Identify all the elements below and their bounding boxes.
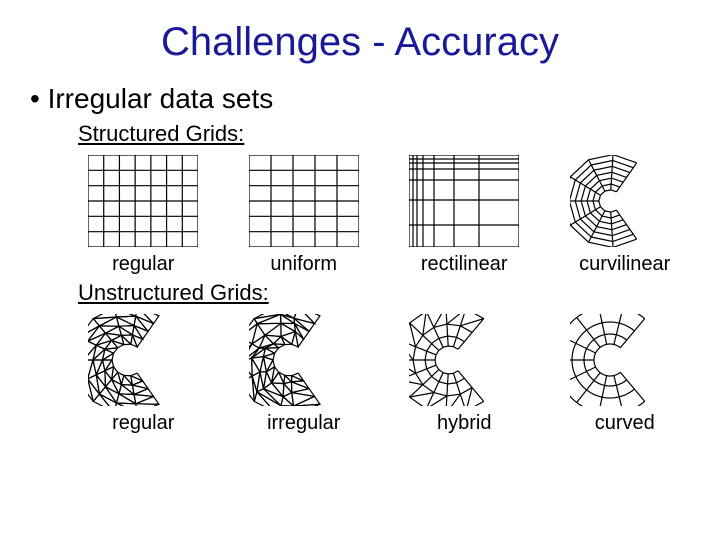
grid-uniform-icon xyxy=(249,155,359,247)
cell-rectilinear: rectilinear xyxy=(399,155,530,276)
cell-uniform: uniform xyxy=(239,155,370,276)
row-structured: regular uniform rectilinear curvilinear xyxy=(78,155,690,276)
cell-curvilinear: curvilinear xyxy=(560,155,691,276)
caption-irregular: irregular xyxy=(267,412,340,435)
caption-curvilinear: curvilinear xyxy=(579,253,670,276)
caption-uregular: regular xyxy=(112,412,174,435)
cell-hybrid: hybrid xyxy=(399,314,530,435)
cell-irregular: irregular xyxy=(239,314,370,435)
subheading-structured: Structured Grids: xyxy=(78,121,690,147)
caption-curved: curved xyxy=(595,412,655,435)
cell-uregular: regular xyxy=(78,314,209,435)
grid-unstructured-regular-icon xyxy=(88,314,198,406)
cell-curved: curved xyxy=(560,314,691,435)
row-unstructured: regular irregular hybrid curved xyxy=(78,314,690,435)
subheading-unstructured: Unstructured Grids: xyxy=(78,280,690,306)
grid-curved-icon xyxy=(570,314,680,406)
page-title: Challenges - Accuracy xyxy=(30,20,690,65)
caption-regular: regular xyxy=(112,253,174,276)
grid-irregular-icon xyxy=(249,314,359,406)
grid-rectilinear-icon xyxy=(409,155,519,247)
caption-hybrid: hybrid xyxy=(437,412,491,435)
grid-regular-icon xyxy=(88,155,198,247)
grid-hybrid-icon xyxy=(409,314,519,406)
grid-curvilinear-icon xyxy=(570,155,680,247)
caption-rectilinear: rectilinear xyxy=(421,253,508,276)
caption-uniform: uniform xyxy=(270,253,337,276)
bullet-irregular-data: • Irregular data sets xyxy=(30,83,690,115)
cell-regular: regular xyxy=(78,155,209,276)
